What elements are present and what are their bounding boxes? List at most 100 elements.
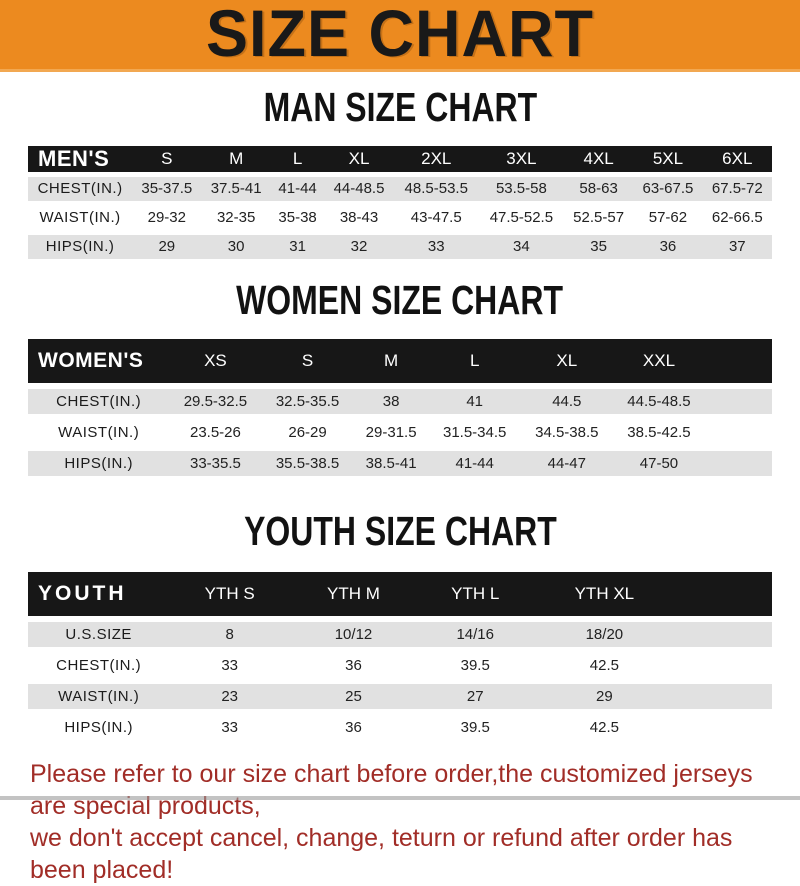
size-value-cell: 35-38 [270,201,325,230]
size-value-cell: 38 [353,383,429,414]
header-row: WOMEN'S XS S M L XL XXL [28,339,772,383]
size-value-cell: 44.5 [520,383,613,414]
size-value-cell: 32.5-35.5 [261,383,354,414]
column-header: 4XL [563,146,634,172]
size-value-cell: 44.5-48.5 [612,383,706,414]
column-header: XL [520,339,613,383]
table-corner-label: WOMEN'S [28,339,170,383]
size-value-cell: 29 [132,230,202,259]
size-value-cell: 38-43 [324,201,394,230]
spacer-cell [675,616,772,647]
size-value-cell: 62-66.5 [702,201,772,230]
women-section-title-text: WOMEN SIZE CHART [236,277,564,323]
size-value-cell: 36 [290,647,417,678]
size-value-cell: 31.5-34.5 [428,414,521,445]
size-value-cell: 41-44 [428,445,521,476]
row-label: U.S.SIZE [28,616,170,647]
column-header: L [270,146,325,172]
header-row: MEN'S S M L XL 2XL 3XL 4XL 5XL 6XL [28,146,772,172]
table-row: CHEST(IN.) 35-37.5 37.5-41 41-44 44-48.5 48.5… [28,172,772,201]
size-value-cell: 35 [563,230,634,259]
size-value-cell: 34 [478,230,564,259]
row-label: HIPS(IN.) [28,445,170,476]
size-value-cell: 44-48.5 [324,172,394,201]
spacer-cell [675,572,772,616]
size-value-cell: 41 [428,383,521,414]
size-value-cell: 41-44 [270,172,325,201]
column-header: M [353,339,429,383]
table-row: HIPS(IN.) 29 30 31 32 33 34 35 36 37 [28,230,772,259]
column-header: XS [169,339,262,383]
row-label: HIPS(IN.) [28,709,170,740]
table-row: WAIST(IN.) 23.5-26 26-29 29-31.5 31.5-34.5 34… [28,414,772,445]
spacer-cell [705,383,772,414]
size-value-cell: 23 [169,678,291,709]
table-row: U.S.SIZE 8 10/12 14/16 18/20 [28,616,772,647]
disclaimer-note: Please refer to our size chart before or… [30,758,770,886]
column-header: 3XL [478,146,564,172]
row-label: WAIST(IN.) [28,678,170,709]
women-section-title: WOMEN SIZE CHART [0,279,800,328]
size-value-cell: 44-47 [520,445,613,476]
size-value-cell: 29-32 [132,201,202,230]
size-value-cell: 33-35.5 [169,445,262,476]
size-value-cell: 35-37.5 [132,172,202,201]
spacer-cell [705,414,772,445]
size-value-cell: 27 [416,678,534,709]
disclaimer-line-2: we don't accept cancel, change, teturn o… [30,824,733,884]
size-value-cell: 63-67.5 [633,172,703,201]
size-value-cell: 37 [702,230,772,259]
column-header: YTH S [169,572,291,616]
size-value-cell: 36 [290,709,417,740]
size-value-cell: 38.5-42.5 [612,414,706,445]
youth-section-title-text: YOUTH SIZE CHART [243,508,557,554]
size-value-cell: 43-47.5 [393,201,479,230]
men-section-title-text: MAN SIZE CHART [263,84,537,130]
size-value-cell: 23.5-26 [169,414,262,445]
size-value-cell: 18/20 [533,616,676,647]
size-value-cell: 31 [270,230,325,259]
table-corner-label: MEN'S [28,146,133,172]
column-header: YTH XL [533,572,676,616]
spacer-cell [705,445,772,476]
size-value-cell: 29-31.5 [353,414,429,445]
bottom-edge-divider [0,796,800,800]
column-header: XL [324,146,394,172]
size-value-cell: 53.5-58 [478,172,564,201]
size-value-cell: 42.5 [533,709,676,740]
table-row: CHEST(IN.) 29.5-32.5 32.5-35.5 38 41 44.5 44.5… [28,383,772,414]
row-label: HIPS(IN.) [28,230,133,259]
table-corner-label: YOUTH [28,572,170,616]
row-label: WAIST(IN.) [28,414,170,445]
row-label: CHEST(IN.) [28,647,170,678]
table-row: CHEST(IN.) 33 36 39.5 42.5 [28,647,772,678]
size-value-cell: 33 [169,647,291,678]
size-value-cell: 52.5-57 [563,201,634,230]
spacer-cell [675,678,772,709]
women-size-table: WOMEN'S XS S M L XL XXL CHEST(IN.) 29.5-32.5 32.5… [28,339,772,476]
column-header: L [428,339,521,383]
row-label: WAIST(IN.) [28,201,133,230]
column-header: 6XL [702,146,772,172]
banner-title: SIZE CHART [206,0,594,71]
column-header: M [201,146,271,172]
size-value-cell: 29 [533,678,676,709]
table-row: HIPS(IN.) 33-35.5 35.5-38.5 38.5-41 41-44 44-… [28,445,772,476]
men-section-title: MAN SIZE CHART [0,86,800,135]
size-value-cell: 39.5 [416,647,534,678]
banner: SIZE CHART [0,0,800,72]
size-value-cell: 39.5 [416,709,534,740]
spacer-cell [675,647,772,678]
table-row: WAIST(IN.) 29-32 32-35 35-38 38-43 43-47.5 47.… [28,201,772,230]
size-value-cell: 8 [169,616,291,647]
size-value-cell: 37.5-41 [201,172,271,201]
spacer-cell [675,709,772,740]
row-label: CHEST(IN.) [28,172,133,201]
table-row: WAIST(IN.) 23 25 27 29 [28,678,772,709]
size-value-cell: 30 [201,230,271,259]
column-header: S [132,146,202,172]
size-value-cell: 34.5-38.5 [520,414,613,445]
spacer-cell [705,339,772,383]
youth-size-table: YOUTH YTH S YTH M YTH L YTH XL U.S.SIZE 8 10/12… [28,572,772,740]
size-value-cell: 29.5-32.5 [169,383,262,414]
